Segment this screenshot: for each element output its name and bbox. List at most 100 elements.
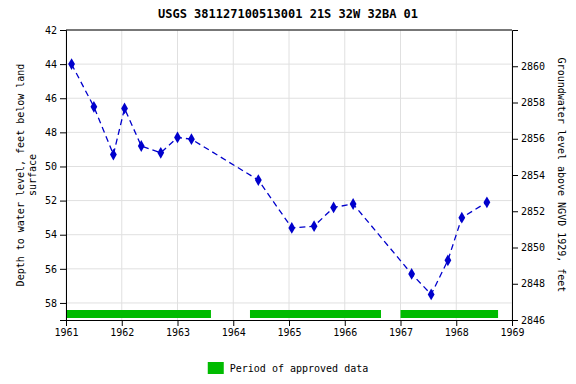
- tick-label: 2856: [521, 133, 545, 144]
- data-point: [255, 174, 262, 186]
- axis-line: [513, 31, 519, 321]
- data-point: [458, 212, 465, 224]
- grid: [66, 30, 512, 320]
- grid-line-y: [66, 200, 512, 201]
- data-point: [330, 202, 337, 214]
- x-axis: 196119621963196419651966196719681969: [54, 320, 524, 338]
- frame-top: [66, 30, 512, 31]
- tick-mark: [512, 284, 518, 285]
- data-point: [408, 268, 415, 280]
- y-axis: 424446485052545658: [45, 25, 67, 321]
- marks: [66, 58, 498, 318]
- tick-label: 42: [45, 25, 57, 36]
- plot: 1961196219631964196519661967196819694244…: [15, 25, 567, 338]
- tick: 2860: [512, 61, 545, 72]
- tick-label: 1965: [277, 327, 301, 338]
- tick-mark: [512, 103, 518, 104]
- data-point: [174, 132, 181, 144]
- tick: 1967: [389, 320, 413, 338]
- tick-label: 54: [45, 229, 57, 240]
- tick-mark: [60, 30, 66, 31]
- grid-line-x: [177, 30, 178, 320]
- y2-axis: 28462848285028522854285628582860: [512, 31, 545, 326]
- tick: 1968: [445, 320, 469, 338]
- tick-label: 2848: [521, 278, 545, 289]
- tick: 1965: [277, 320, 301, 338]
- grid-line-y: [66, 132, 512, 133]
- tick-mark: [345, 320, 346, 326]
- data-point: [288, 222, 295, 234]
- data-point: [311, 220, 318, 232]
- tick-label: 2852: [521, 206, 545, 217]
- tick-label: 50: [45, 161, 57, 172]
- tick-mark: [512, 211, 518, 212]
- tick: 2854: [512, 170, 545, 181]
- tick-mark: [401, 320, 402, 326]
- tick-label: 56: [45, 264, 57, 275]
- tick: 2850: [512, 242, 545, 253]
- tick-label: 1967: [389, 327, 413, 338]
- grid-line-y: [66, 98, 512, 99]
- tick-label: 2846: [521, 315, 545, 326]
- tick-mark: [233, 320, 234, 326]
- approved-period-bar: [401, 310, 499, 318]
- approved-period-bar: [66, 310, 211, 318]
- tick-label: 2850: [521, 242, 545, 253]
- tick: 48: [45, 127, 66, 138]
- tick-label: 1966: [333, 327, 357, 338]
- tick-label: 44: [45, 59, 57, 70]
- tick-mark: [512, 175, 518, 176]
- data-point: [157, 147, 164, 159]
- tick: 52: [45, 195, 66, 206]
- grid-line-x: [233, 30, 234, 320]
- data-point: [188, 133, 195, 145]
- tick: 50: [45, 161, 66, 172]
- data-line: [72, 64, 487, 294]
- y-axis-label-line: Depth to water level, feet below land: [15, 64, 26, 287]
- y2-axis-label: Groundwater level above NGVD 1929, feet: [556, 58, 567, 293]
- tick-label: 1968: [445, 327, 469, 338]
- tick: 46: [45, 93, 66, 104]
- tick-label: 1963: [166, 327, 190, 338]
- tick: 54: [45, 229, 66, 240]
- data-point: [484, 196, 491, 208]
- tick-mark: [60, 166, 66, 167]
- title: USGS 381127100513001 21S 32W 32BA 01: [158, 7, 418, 21]
- data-point: [90, 101, 97, 113]
- data-point: [110, 149, 117, 161]
- approved-period-bar: [250, 310, 381, 318]
- tick: 44: [45, 59, 66, 70]
- tick-mark: [60, 64, 66, 65]
- grid-line-x: [400, 30, 401, 320]
- tick-mark: [60, 98, 66, 99]
- tick-label: 48: [45, 127, 57, 138]
- tick-mark: [178, 320, 179, 326]
- chart: USGS 381127100513001 21S 32W 32BA 01 1961…: [0, 0, 576, 384]
- tick-mark: [289, 320, 290, 326]
- tick: 1962: [110, 320, 134, 338]
- grid-line-y: [66, 64, 512, 65]
- legend: Period of approved data: [208, 362, 368, 374]
- tick: 1966: [333, 320, 357, 338]
- tick-mark: [60, 269, 66, 270]
- tick-mark: [456, 320, 457, 326]
- tick-label: 1964: [222, 327, 246, 338]
- tick-label: 1961: [54, 327, 78, 338]
- data-point: [444, 254, 451, 266]
- y-axis-label: Depth to water level, feet below landsur…: [15, 64, 38, 287]
- grid-line-x: [289, 30, 290, 320]
- tick-mark: [60, 201, 66, 202]
- tick-mark: [60, 235, 66, 236]
- tick-mark: [512, 139, 518, 140]
- data-point: [138, 140, 145, 152]
- tick-mark: [512, 320, 518, 321]
- tick: 2848: [512, 278, 545, 289]
- tick: 1964: [222, 320, 246, 338]
- data-point: [121, 103, 128, 115]
- grid-line-y: [66, 30, 512, 31]
- data-point: [68, 58, 75, 70]
- tick-label: 46: [45, 93, 57, 104]
- tick-label: 2860: [521, 61, 545, 72]
- tick-mark: [512, 248, 518, 249]
- grid-line-x: [344, 30, 345, 320]
